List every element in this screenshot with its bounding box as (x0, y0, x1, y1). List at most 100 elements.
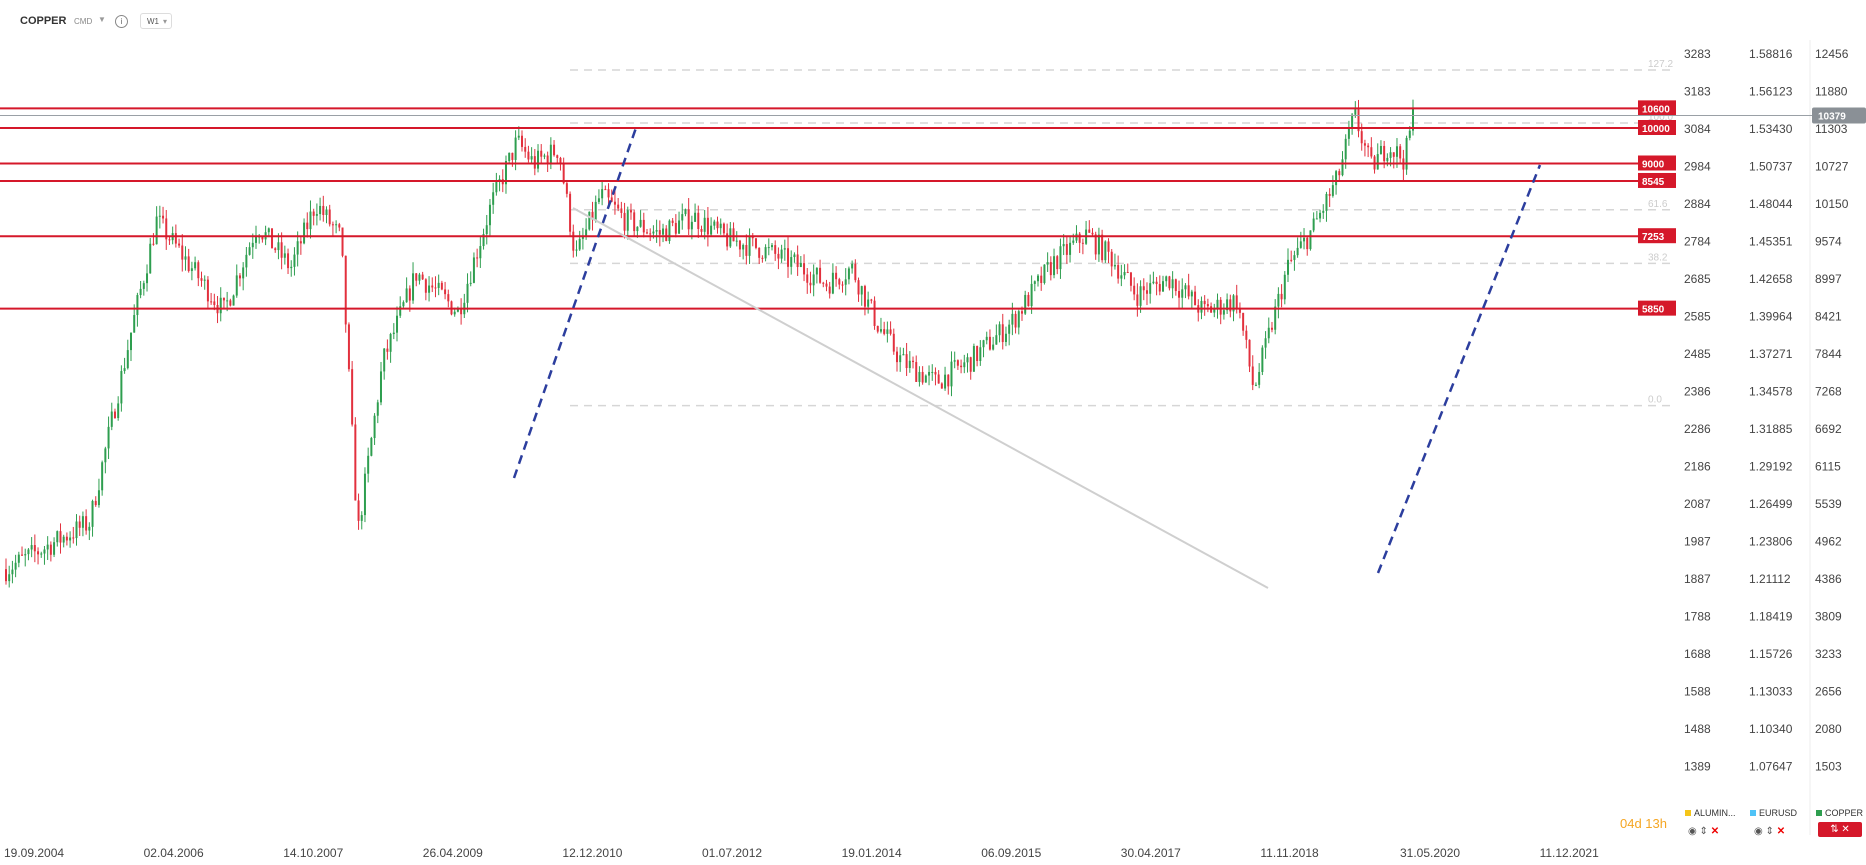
candle-body (1062, 244, 1065, 247)
candle-body (187, 256, 190, 272)
candle-body (851, 263, 854, 269)
candle-body (777, 253, 780, 259)
candle-body (716, 221, 719, 229)
price-label-right: 8421 (1815, 310, 1842, 324)
candle-body (649, 233, 652, 235)
eye-icon[interactable]: ◉ (1754, 826, 1763, 837)
candle-body (69, 537, 72, 541)
candle-body (418, 274, 421, 281)
candle-body (184, 256, 187, 260)
candle-body (588, 211, 591, 230)
candle-body (415, 273, 418, 281)
candle-body (742, 244, 745, 250)
candle-body (283, 253, 286, 258)
candle-body (687, 209, 690, 230)
candle-body (639, 219, 642, 227)
candle-body (251, 242, 254, 248)
price-label-left: 1389 (1684, 760, 1711, 774)
candle-body (902, 354, 905, 356)
date-label: 11.11.2018 (1260, 846, 1319, 860)
candle-body (1351, 114, 1354, 129)
chevron-down-icon[interactable]: ▼ (98, 15, 106, 24)
candle-body (235, 275, 238, 296)
timeframe-select[interactable]: W1 ▾ (140, 13, 172, 29)
candle-body (91, 500, 94, 527)
price-label-mid: 1.56123 (1749, 85, 1793, 99)
price-label-mid: 1.10340 (1749, 722, 1793, 736)
candle-body (921, 371, 924, 383)
candle-body (626, 210, 629, 231)
candle-body (1312, 218, 1315, 231)
aluminium-controls[interactable]: ◉ ⇕ ✕ (1688, 826, 1719, 837)
sort-icon[interactable]: ⇕ (1699, 826, 1708, 837)
close-icon[interactable]: ✕ (1776, 826, 1786, 837)
date-label: 02.04.2006 (144, 846, 204, 860)
candle-body (1306, 237, 1309, 250)
candle-body (822, 282, 825, 284)
candle-body (1293, 255, 1296, 260)
price-label-left: 2585 (1684, 310, 1711, 324)
price-label-right: 12456 (1815, 47, 1849, 61)
price-label-mid: 1.26499 (1749, 497, 1793, 511)
instrument-eurusd[interactable]: EURUSD (1750, 808, 1797, 818)
candle-body (1136, 294, 1139, 306)
candle-body (136, 295, 139, 316)
candle-body (78, 521, 81, 528)
price-label-right: 10727 (1815, 160, 1849, 174)
sort-icon[interactable]: ⇕ (1765, 826, 1774, 837)
copper-active-toggle[interactable]: ⇅ ✕ (1818, 822, 1862, 837)
candle-body (1341, 159, 1344, 176)
candle-body (203, 279, 206, 281)
fibonacci-retracement[interactable]: 127.2 100.0 61.6 38.2 0.0 (570, 59, 1675, 407)
candle-body (389, 334, 392, 352)
candle-body (1325, 193, 1328, 211)
candle-body (5, 569, 7, 582)
candle-body (376, 402, 379, 416)
candle-body (620, 208, 623, 213)
candle-body (37, 551, 40, 555)
candle-body (879, 329, 882, 332)
price-label-left: 3283 (1684, 47, 1711, 61)
candle-body (142, 283, 145, 289)
candle-body (815, 267, 818, 275)
candle-body (642, 219, 645, 233)
candle-body (1354, 109, 1357, 115)
candle-body (1129, 272, 1132, 286)
eurusd-controls[interactable]: ◉ ⇕ ✕ (1754, 826, 1785, 837)
candle-body (1216, 299, 1219, 309)
candle-body (992, 344, 995, 350)
candle-body (674, 222, 677, 234)
candle-body (1270, 327, 1273, 330)
horizontal-levels[interactable]: 10600 10000 9000 8545 7253 5850 (0, 100, 1676, 316)
candle-body (905, 354, 908, 369)
candle-body (1386, 157, 1389, 162)
candle-body (1274, 306, 1277, 330)
candle-body (370, 438, 373, 456)
info-icon[interactable]: i (115, 15, 128, 28)
trendlines[interactable] (512, 124, 1542, 589)
candle-body (604, 189, 607, 191)
candle-body (751, 236, 754, 239)
price-label-mid: 1.58816 (1749, 47, 1793, 61)
price-label-left: 1788 (1684, 610, 1711, 624)
instrument-copper[interactable]: COPPER (1816, 808, 1863, 818)
candle-body (424, 279, 427, 293)
eye-icon[interactable]: ◉ (1688, 826, 1697, 837)
candle-body (1213, 308, 1216, 313)
candle-body (1097, 234, 1100, 255)
symbol-name[interactable]: COPPER (20, 15, 67, 27)
price-label-left: 1987 (1684, 535, 1711, 549)
candle-body (24, 554, 27, 556)
candle-body (59, 531, 62, 543)
candle-body (1145, 290, 1148, 294)
level-label: 5850 (1642, 305, 1665, 316)
level-badge (1638, 100, 1676, 116)
price-label-left: 2087 (1684, 497, 1711, 511)
price-label-mid: 1.21112 (1749, 572, 1791, 586)
candle-body (1126, 272, 1129, 274)
candle-body (748, 236, 751, 256)
candle-body (75, 521, 78, 539)
close-icon[interactable]: ✕ (1710, 826, 1720, 837)
instrument-aluminium[interactable]: ALUMIN... (1685, 808, 1736, 818)
